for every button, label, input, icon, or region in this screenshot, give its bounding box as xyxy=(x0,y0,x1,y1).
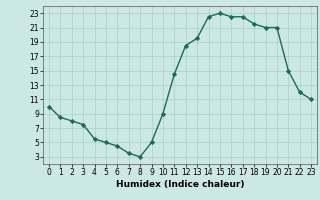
X-axis label: Humidex (Indice chaleur): Humidex (Indice chaleur) xyxy=(116,180,244,189)
